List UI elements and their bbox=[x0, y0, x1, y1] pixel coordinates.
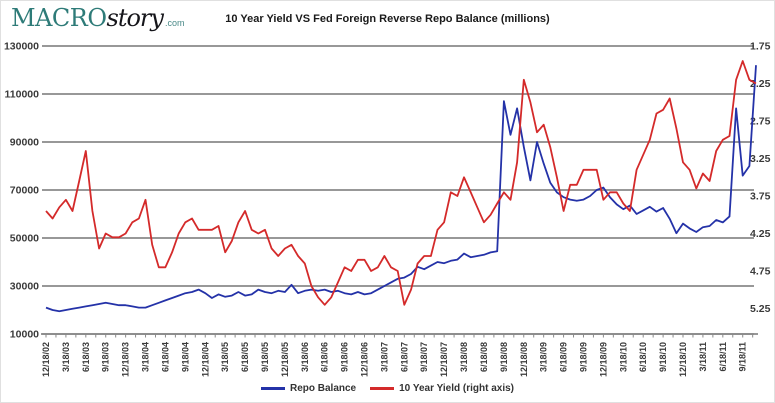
x-axis-label: 12/18/10 bbox=[678, 342, 688, 377]
logo-brand-secondary: story bbox=[106, 4, 164, 32]
x-axis-label: 6/18/11 bbox=[718, 342, 728, 372]
macrostory-logo: MACROstory .com bbox=[11, 6, 184, 30]
right-axis-tick-label: 4.75 bbox=[750, 266, 771, 278]
ten-year-yield-line-swatch bbox=[370, 387, 395, 390]
x-axis-label: 12/18/03 bbox=[121, 342, 131, 377]
x-axis-label: 9/18/04 bbox=[180, 342, 190, 372]
x-axis-label: 12/18/07 bbox=[439, 342, 449, 377]
x-axis-label: 12/18/02 bbox=[41, 342, 51, 377]
legend-item-10-year-yield: 10 Year Yield (right axis) bbox=[370, 383, 514, 394]
x-axis-label: 6/18/03 bbox=[81, 342, 91, 372]
x-axis-label: 9/18/10 bbox=[658, 342, 668, 372]
x-axis-label: 9/18/05 bbox=[260, 342, 270, 372]
x-axis-label: 3/18/08 bbox=[459, 342, 469, 372]
x-axis-label: 6/18/08 bbox=[479, 342, 489, 372]
x-axis-label: 6/18/09 bbox=[559, 342, 569, 372]
legend: Repo Balance 10 Year Yield (right axis) bbox=[1, 383, 774, 394]
legend-item-repo-balance: Repo Balance bbox=[260, 383, 357, 394]
left-axis-tick-label: 130000 bbox=[4, 41, 39, 53]
x-axis-label: 6/18/10 bbox=[638, 342, 648, 372]
right-axis-tick-label: 2.25 bbox=[750, 78, 771, 90]
x-axis-label: 6/18/05 bbox=[240, 342, 250, 372]
x-axis-label: 9/18/06 bbox=[340, 342, 350, 372]
x-axis-label: 3/18/06 bbox=[300, 342, 310, 372]
x-axis-label: 9/18/09 bbox=[578, 342, 588, 372]
x-axis-label: 12/18/09 bbox=[598, 342, 608, 377]
x-axis-label: 9/18/07 bbox=[419, 342, 429, 372]
right-axis-tick-label: 3.75 bbox=[750, 191, 771, 203]
x-axis-label: 3/18/05 bbox=[220, 342, 230, 372]
right-axis-tick-label: 5.25 bbox=[750, 303, 771, 315]
x-axis-label: 9/18/08 bbox=[499, 342, 509, 372]
left-axis-tick-label: 90000 bbox=[10, 137, 39, 149]
x-axis-label: 6/18/07 bbox=[399, 342, 409, 372]
left-axis-tick-label: 50000 bbox=[10, 233, 39, 245]
left-axis-tick-label: 70000 bbox=[10, 185, 39, 197]
logo-brand-primary: MACRO bbox=[11, 4, 107, 32]
x-axis-label: 12/18/05 bbox=[280, 342, 290, 377]
x-axis-label: 3/18/10 bbox=[618, 342, 628, 372]
ten-year-yield-legend-label: 10 Year Yield (right axis) bbox=[399, 383, 514, 394]
repo-balance-legend-label: Repo Balance bbox=[289, 383, 357, 394]
x-axis-label: 12/18/04 bbox=[200, 342, 210, 377]
x-axis-label: 6/18/06 bbox=[320, 342, 330, 372]
right-axis-tick-label: 4.25 bbox=[750, 228, 771, 240]
chart-title: 10 Year Yield VS Fed Foreign Reverse Rep… bbox=[225, 13, 550, 25]
right-axis-tick-label: 2.75 bbox=[750, 116, 771, 128]
series-line-repo-balance bbox=[45, 65, 757, 313]
x-axis-label: 3/18/04 bbox=[141, 342, 151, 372]
x-axis-label: 3/18/03 bbox=[61, 342, 71, 372]
left-axis-tick-label: 30000 bbox=[10, 281, 39, 293]
right-axis-tick-label: 1.75 bbox=[750, 41, 771, 53]
series-line-10-year-yield-right-axis- bbox=[45, 60, 757, 306]
x-axis-label: 9/18/11 bbox=[738, 342, 748, 372]
x-axis-label: 12/18/08 bbox=[519, 342, 529, 377]
x-axis-label: 3/18/09 bbox=[539, 342, 549, 372]
right-axis-tick-label: 3.25 bbox=[750, 153, 771, 165]
x-axis-label: 6/18/04 bbox=[160, 342, 170, 372]
x-axis-label: 9/18/03 bbox=[101, 342, 111, 372]
repo-balance-line-swatch bbox=[260, 387, 285, 390]
x-axis-label: 3/18/07 bbox=[379, 342, 389, 372]
left-axis-tick-label: 10000 bbox=[10, 329, 39, 341]
logo-brand-tld: .com bbox=[164, 18, 185, 28]
x-axis-label: 12/18/06 bbox=[360, 342, 370, 377]
x-axis-label: 3/18/11 bbox=[698, 342, 708, 372]
left-axis-tick-label: 110000 bbox=[5, 89, 40, 101]
